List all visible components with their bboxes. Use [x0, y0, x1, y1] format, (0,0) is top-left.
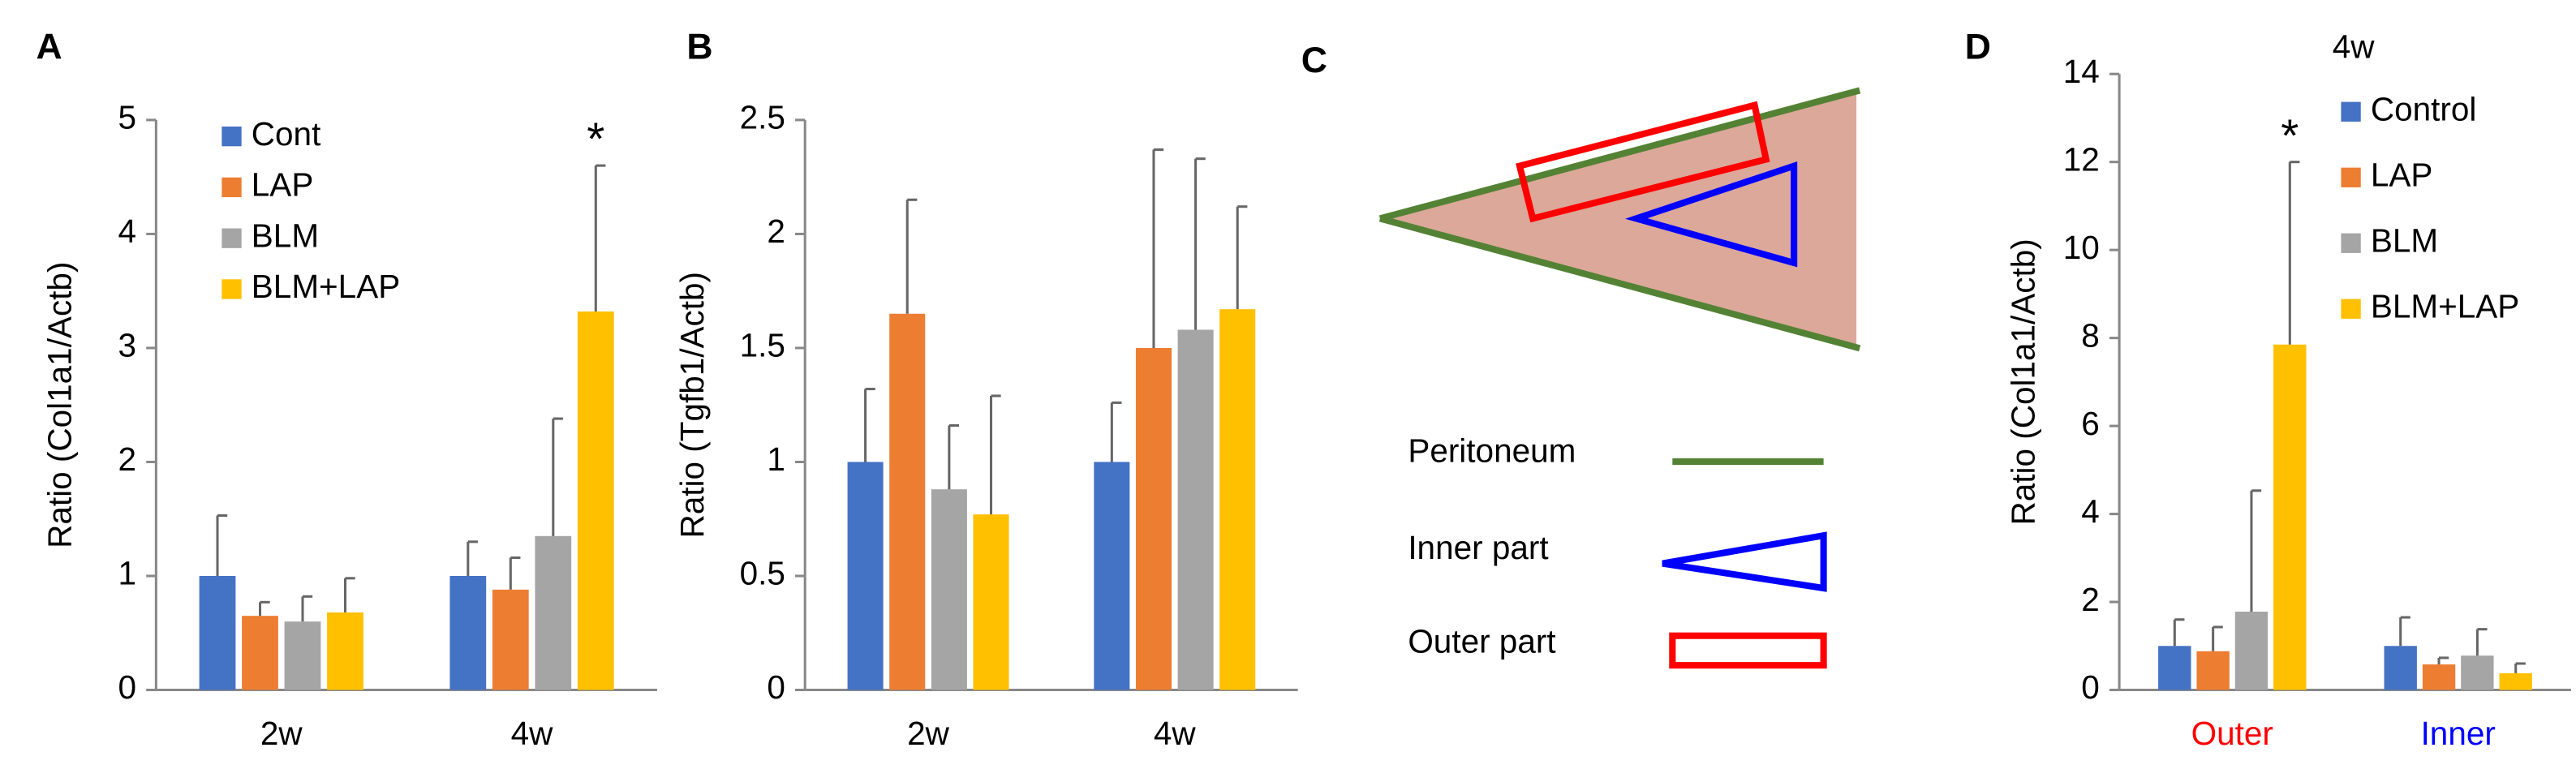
y-tick-label: 8 — [2081, 316, 2100, 354]
legend-label: Peritoneum — [1408, 432, 1576, 470]
x-tick-label: 2w — [907, 715, 950, 752]
bar — [535, 535, 572, 690]
legend-swatch — [2341, 167, 2361, 187]
legend-label: LAP — [2371, 156, 2433, 193]
x-tick-label: Inner — [2421, 715, 2496, 752]
diagram-c: C Peritoneum Inner part Outer part — [1301, 41, 1861, 669]
peritoneum-line — [1378, 87, 1861, 222]
bar — [577, 311, 614, 690]
peritoneum-line — [1378, 215, 1861, 352]
panel-label: A — [37, 28, 62, 67]
y-axis-label: Ratio (Col1a1/Actb) — [2004, 238, 2041, 525]
panel-label: C — [1301, 41, 1327, 80]
y-tick-label: 10 — [2063, 229, 2100, 266]
legend-swatch — [221, 126, 242, 147]
legend-swatch — [221, 228, 242, 248]
legend-label: Outer part — [1408, 623, 1555, 660]
bar — [199, 576, 236, 690]
legend-label: LAP — [252, 166, 314, 204]
bar — [2499, 672, 2532, 690]
x-tick-label: Outer — [2191, 715, 2273, 752]
y-tick-label: 1.5 — [740, 327, 785, 364]
panel-label: D — [1965, 28, 1991, 67]
y-tick-label: 2.5 — [740, 99, 785, 136]
x-tick-label: 4w — [1154, 715, 1197, 752]
legend-label: Cont — [252, 115, 321, 153]
y-tick-label: 6 — [2081, 405, 2100, 442]
legend-label: BLM — [252, 217, 319, 254]
peritoneum-area — [1379, 90, 1857, 349]
bar — [847, 462, 884, 690]
bar — [1219, 309, 1256, 690]
y-tick-label: 4 — [2081, 492, 2100, 530]
bar — [2196, 651, 2230, 690]
legend-triangle — [1662, 531, 1827, 592]
bar — [889, 313, 926, 690]
bar — [449, 576, 487, 690]
bar — [2234, 611, 2269, 690]
legend-label: BLM+LAP — [2371, 287, 2519, 324]
y-tick-label: 1 — [118, 555, 137, 592]
bar — [931, 489, 967, 690]
y-tick-label: 0 — [118, 668, 137, 706]
x-tick-label: 2w — [260, 715, 303, 752]
bar — [492, 589, 529, 690]
legend-swatch — [2341, 101, 2361, 122]
bar — [2158, 646, 2191, 690]
legend-label: BLM — [2371, 221, 2438, 259]
outer-part — [1516, 101, 1770, 223]
bar — [1135, 347, 1172, 690]
legend-label: Control — [2371, 90, 2477, 127]
legend-label: BLM+LAP — [252, 268, 400, 305]
y-tick-label: 0.5 — [740, 555, 785, 592]
bar — [327, 612, 363, 690]
y-tick-label: 2 — [118, 440, 137, 478]
chart-title: 4w — [2333, 28, 2376, 66]
y-tick-label: 14 — [2063, 53, 2100, 90]
bar — [973, 514, 1009, 690]
y-tick-label: 4 — [118, 213, 137, 250]
bar — [242, 616, 278, 690]
bar — [1094, 462, 1130, 690]
legend-swatch — [221, 279, 242, 299]
y-tick-label: 1 — [767, 440, 785, 478]
panel-label: B — [686, 28, 712, 67]
y-axis-label: Ratio (Col1a1/Actb) — [41, 262, 79, 548]
bar — [2384, 646, 2417, 690]
legend-swatch — [2341, 233, 2361, 253]
annotation: * — [587, 114, 604, 165]
annotation: * — [2281, 110, 2299, 161]
y-tick-label: 3 — [118, 327, 137, 364]
bar — [284, 621, 321, 690]
y-tick-label: 0 — [2081, 668, 2100, 706]
y-tick-label: 12 — [2063, 140, 2100, 178]
bar — [2422, 664, 2456, 690]
legend-label: Inner part — [1408, 529, 1548, 566]
y-tick-label: 2 — [2081, 581, 2100, 618]
bar — [2461, 655, 2494, 690]
legend-rect — [1669, 632, 1827, 669]
y-axis-label: Ratio (Tgfb1/Actb) — [673, 272, 711, 539]
bar — [1177, 329, 1214, 690]
y-tick-label: 0 — [767, 668, 785, 706]
legend-swatch — [2341, 299, 2361, 319]
inner-part — [1624, 161, 1798, 268]
y-tick-label: 5 — [118, 99, 137, 136]
bar — [2273, 344, 2307, 690]
y-tick-label: 2 — [767, 213, 785, 250]
x-tick-label: 4w — [511, 715, 554, 752]
legend-swatch — [221, 177, 242, 198]
